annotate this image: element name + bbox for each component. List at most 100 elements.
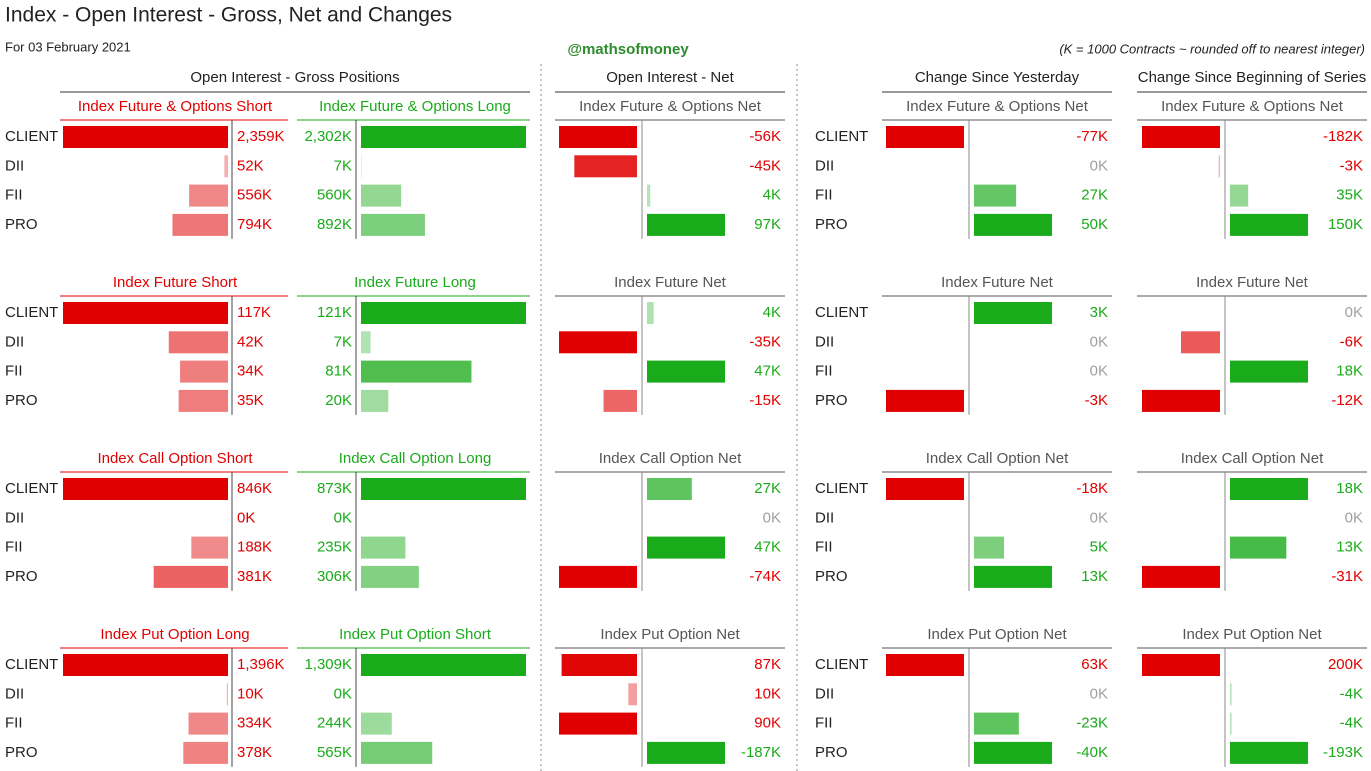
panel-title: Index Put Option Long xyxy=(100,626,249,643)
bar xyxy=(172,213,228,236)
value-label: 90K xyxy=(754,715,781,732)
value-label: 1,309K xyxy=(304,656,352,673)
participant: DII xyxy=(5,333,24,350)
bar xyxy=(1142,654,1220,676)
bar xyxy=(1230,478,1308,500)
participant: DII xyxy=(5,157,24,174)
participant: FII xyxy=(815,539,833,556)
panel-title: Index Put Option Net xyxy=(600,626,740,643)
participant: DII xyxy=(815,509,834,526)
bar xyxy=(361,302,526,324)
bar xyxy=(974,712,1019,735)
bar xyxy=(224,155,228,178)
value-label: 7K xyxy=(334,333,352,350)
value-label: 306K xyxy=(317,568,352,585)
bar xyxy=(191,536,228,559)
participant: PRO xyxy=(815,744,848,761)
participant: PRO xyxy=(815,216,848,233)
bar xyxy=(628,683,637,706)
value-label: 47K xyxy=(754,363,781,380)
participant: DII xyxy=(815,333,834,350)
bar xyxy=(647,213,725,236)
bar xyxy=(886,478,964,500)
panel-title: Index Future Net xyxy=(941,274,1054,291)
value-label: -4K xyxy=(1340,685,1363,702)
participant: FII xyxy=(5,187,23,204)
value-label: 235K xyxy=(317,539,352,556)
bar xyxy=(559,126,637,148)
value-label: 0K xyxy=(1090,509,1108,526)
value-label: -45K xyxy=(749,157,781,174)
value-label: -77K xyxy=(1076,128,1108,145)
participant: FII xyxy=(5,363,23,380)
participant: PRO xyxy=(815,392,848,409)
bar xyxy=(153,565,228,588)
value-label: 794K xyxy=(237,216,272,233)
value-label: 35K xyxy=(1336,187,1363,204)
participant: DII xyxy=(815,157,834,174)
value-label: -31K xyxy=(1331,568,1363,585)
bar xyxy=(63,478,228,500)
bar xyxy=(361,565,419,588)
panel-title: Index Future Net xyxy=(1196,274,1309,291)
bar xyxy=(974,536,1004,559)
participant: CLIENT xyxy=(5,128,58,145)
bar xyxy=(361,389,389,412)
value-label: 87K xyxy=(754,656,781,673)
bar xyxy=(574,155,637,178)
bar xyxy=(361,155,362,178)
bar xyxy=(1230,213,1308,236)
value-label: 0K xyxy=(763,509,781,526)
value-label: 0K xyxy=(334,509,352,526)
bar xyxy=(1142,565,1220,588)
panel-title: Index Call Option Net xyxy=(1181,450,1324,467)
value-label: 27K xyxy=(754,480,781,497)
participant: DII xyxy=(815,685,834,702)
value-label: 188K xyxy=(237,539,272,556)
section-title: Change Since Yesterday xyxy=(915,69,1080,86)
value-label: 560K xyxy=(317,187,352,204)
bar xyxy=(1218,155,1220,178)
bar xyxy=(168,331,228,354)
participant: PRO xyxy=(5,744,38,761)
panel-title: Index Future Long xyxy=(354,274,476,291)
bar xyxy=(603,389,637,412)
value-label: 52K xyxy=(237,157,264,174)
value-label: 2,359K xyxy=(237,128,285,145)
value-label: 10K xyxy=(754,685,781,702)
value-label: 0K xyxy=(1090,685,1108,702)
bar xyxy=(561,654,637,676)
value-label: 13K xyxy=(1081,568,1108,585)
participant: CLIENT xyxy=(5,656,58,673)
participant: PRO xyxy=(815,568,848,585)
bar xyxy=(1230,184,1249,207)
bar xyxy=(559,331,637,354)
bar xyxy=(183,741,228,764)
bar xyxy=(189,184,228,207)
panel-title: Index Call Option Net xyxy=(599,450,742,467)
value-label: -15K xyxy=(749,392,781,409)
value-label: 381K xyxy=(237,568,272,585)
participant: PRO xyxy=(5,216,38,233)
bar xyxy=(63,654,228,676)
value-label: 565K xyxy=(317,744,352,761)
value-label: -6K xyxy=(1340,333,1363,350)
bar xyxy=(361,184,402,207)
value-label: -40K xyxy=(1076,744,1108,761)
value-label: 50K xyxy=(1081,216,1108,233)
bar xyxy=(886,126,964,148)
participant: FII xyxy=(815,363,833,380)
value-label: 4K xyxy=(763,304,781,321)
bar xyxy=(1230,683,1232,706)
panel-title: Index Put Option Short xyxy=(339,626,492,643)
value-label: 873K xyxy=(317,480,352,497)
bar xyxy=(1142,126,1220,148)
value-label: -193K xyxy=(1323,744,1363,761)
value-label: -74K xyxy=(749,568,781,585)
value-label: -23K xyxy=(1076,715,1108,732)
value-label: 244K xyxy=(317,715,352,732)
bar xyxy=(647,184,651,207)
value-label: -182K xyxy=(1323,128,1363,145)
value-label: -187K xyxy=(741,744,781,761)
